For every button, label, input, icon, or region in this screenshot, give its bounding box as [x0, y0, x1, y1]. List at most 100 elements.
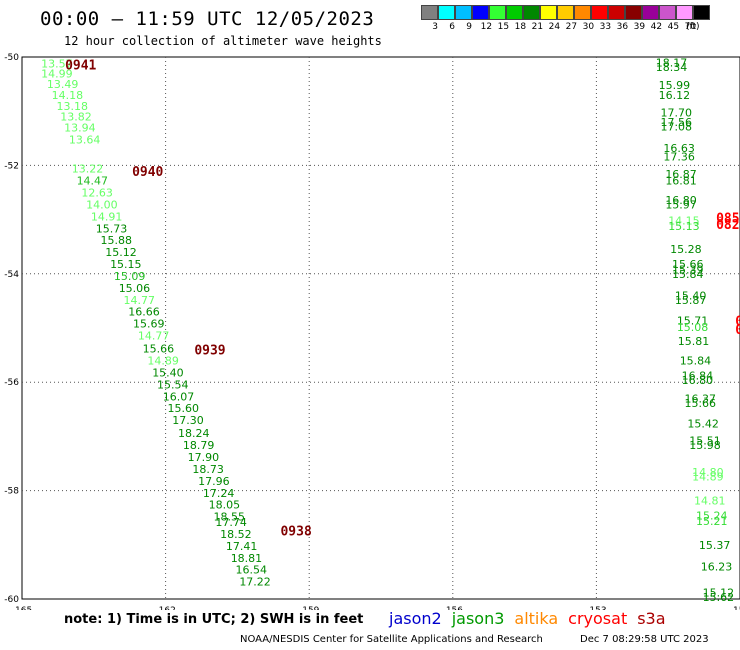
x-tick-label: -159 [299, 606, 320, 610]
time-label-partial: 0 [735, 314, 740, 329]
swh-value-label: 14.99 [41, 67, 73, 80]
swh-value-label: 17.36 [663, 151, 695, 164]
swh-value-label: 17.56 [661, 116, 693, 129]
swh-value-label: 15.40 [152, 366, 184, 379]
x-tick-label: -162 [155, 606, 175, 610]
swh-value-label: 17.41 [226, 540, 257, 553]
legend-swatch [676, 5, 693, 20]
x-tick-label: -156 [443, 606, 464, 610]
swh-value-label: 15.62 [703, 591, 735, 604]
swh-value-label: 14.89 [147, 355, 179, 368]
x-tick-label: -153 [586, 606, 606, 610]
page-title: 00:00 – 11:59 UTC 12/05/2023 [40, 8, 375, 30]
swh-value-label: 18.52 [220, 528, 252, 541]
legend-swatch [523, 5, 540, 20]
time-label-partial: 0 [735, 323, 740, 338]
swh-value-label: 18.73 [192, 463, 224, 476]
time-label: 0940 [132, 165, 163, 180]
x-tick-label: -150 [730, 606, 740, 610]
swh-value-label: 15.06 [119, 282, 151, 295]
time-label-partial: 082 [716, 218, 739, 233]
mission-label: cryosat [568, 609, 628, 628]
swh-value-label: 15.15 [110, 258, 142, 271]
legend-label: 33 [599, 22, 612, 32]
swh-value-label: 15.37 [699, 539, 731, 552]
swh-value-label: 15.13 [668, 220, 700, 233]
swh-value-label: 13.49 [47, 78, 79, 91]
y-tick-label: -56 [4, 378, 19, 388]
swh-value-label: 15.39 [672, 263, 704, 276]
legend-label: 70 [684, 22, 697, 32]
swh-value-label: 13.64 [69, 133, 101, 146]
y-tick-label: -54 [4, 270, 19, 280]
legend-swatch [591, 5, 608, 20]
legend-swatch [472, 5, 489, 20]
legend-swatch [574, 5, 591, 20]
swh-value-label: 15.99 [659, 79, 691, 92]
legend-label: 39 [633, 22, 646, 32]
swh-value-label: 14.81 [694, 494, 726, 507]
swh-value-label: 16.84 [682, 370, 714, 383]
mission-label: s3a [637, 609, 666, 628]
legend-swatch [625, 5, 642, 20]
swh-value-label: 17.96 [198, 475, 230, 488]
swh-value-label: 13.22 [72, 163, 104, 176]
swh-value-label: 15.08 [677, 321, 709, 334]
swh-value-label: 15.66 [143, 343, 175, 356]
plot-area [21, 56, 740, 600]
swh-value-label: 16.37 [684, 392, 716, 405]
swh-value-label: 15.97 [665, 198, 697, 211]
swh-value-label: 16.12 [659, 89, 691, 102]
legend-swatch [540, 5, 557, 20]
legend-swatch [557, 5, 574, 20]
y-tick-label: -50 [4, 53, 19, 63]
legend-label: 12 [480, 22, 493, 32]
mission-label: altika [514, 609, 559, 628]
swh-value-label: 15.09 [114, 270, 145, 283]
legend-swatch [421, 5, 438, 20]
page-subtitle: 12 hour collection of altimeter wave hei… [64, 34, 382, 48]
swh-value-label: 16.87 [665, 168, 697, 181]
time-label: 0941 [65, 59, 96, 74]
legend-label: 24 [548, 22, 561, 32]
swh-value-label: 17.70 [661, 106, 693, 119]
swh-value-label: 17.90 [188, 451, 220, 464]
legend-swatch [489, 5, 506, 20]
time-label: 0939 [194, 344, 225, 359]
legend-swatch [659, 5, 676, 20]
legend-swatch [455, 5, 472, 20]
swh-value-label: 13.94 [64, 121, 96, 134]
legend-swatch [642, 5, 659, 20]
swh-value-label: 15.21 [696, 515, 728, 528]
swh-value-label: 15.84 [680, 355, 712, 368]
x-tick-label: -165 [12, 606, 32, 610]
swh-value-label: 14.00 [86, 198, 118, 211]
legend-label: 27 [565, 22, 578, 32]
swh-value-label: 17.74 [215, 516, 247, 529]
swh-value-label: 18.24 [178, 427, 210, 440]
swh-value-label: 15.54 [157, 378, 189, 391]
mission-label: jason2 [389, 609, 442, 628]
swh-value-label: 16.07 [163, 390, 195, 403]
mission-legend: jason2 jason3 altika cryosat s3a [389, 609, 676, 628]
swh-value-label: 15.98 [689, 439, 721, 452]
swh-value-label: 15.42 [687, 417, 719, 430]
legend-unit: (ft) [686, 22, 700, 32]
legend-label: 9 [466, 22, 473, 32]
swh-value-label: 16.54 [235, 564, 267, 577]
y-tick-label: -52 [4, 161, 19, 171]
swh-value-label: 16.80 [665, 194, 697, 207]
axis-tick-labels: -165 -162 -159 -156 -153 -150 -50 -52 -54 -56 -58 -… [4, 53, 740, 610]
footer-note: note: 1) Time is in UTC; 2) SWH is in fe… [64, 612, 364, 627]
legend-swatch [608, 5, 625, 20]
swh-value-label: 15.66 [684, 397, 716, 410]
time-label-partial: 085 [716, 211, 739, 226]
y-tick-label: -60 [4, 595, 19, 605]
legend-swatch [506, 5, 523, 20]
swh-value-label: 15.69 [133, 318, 165, 331]
swh-value-label: 15.51 [689, 435, 721, 448]
mission-label: jason3 [451, 609, 505, 628]
wave-height-plot: -165 -162 -159 -156 -153 -150 -50 -52 -54 -56 -58 -… [4, 53, 740, 610]
legend-swatch [693, 5, 710, 20]
